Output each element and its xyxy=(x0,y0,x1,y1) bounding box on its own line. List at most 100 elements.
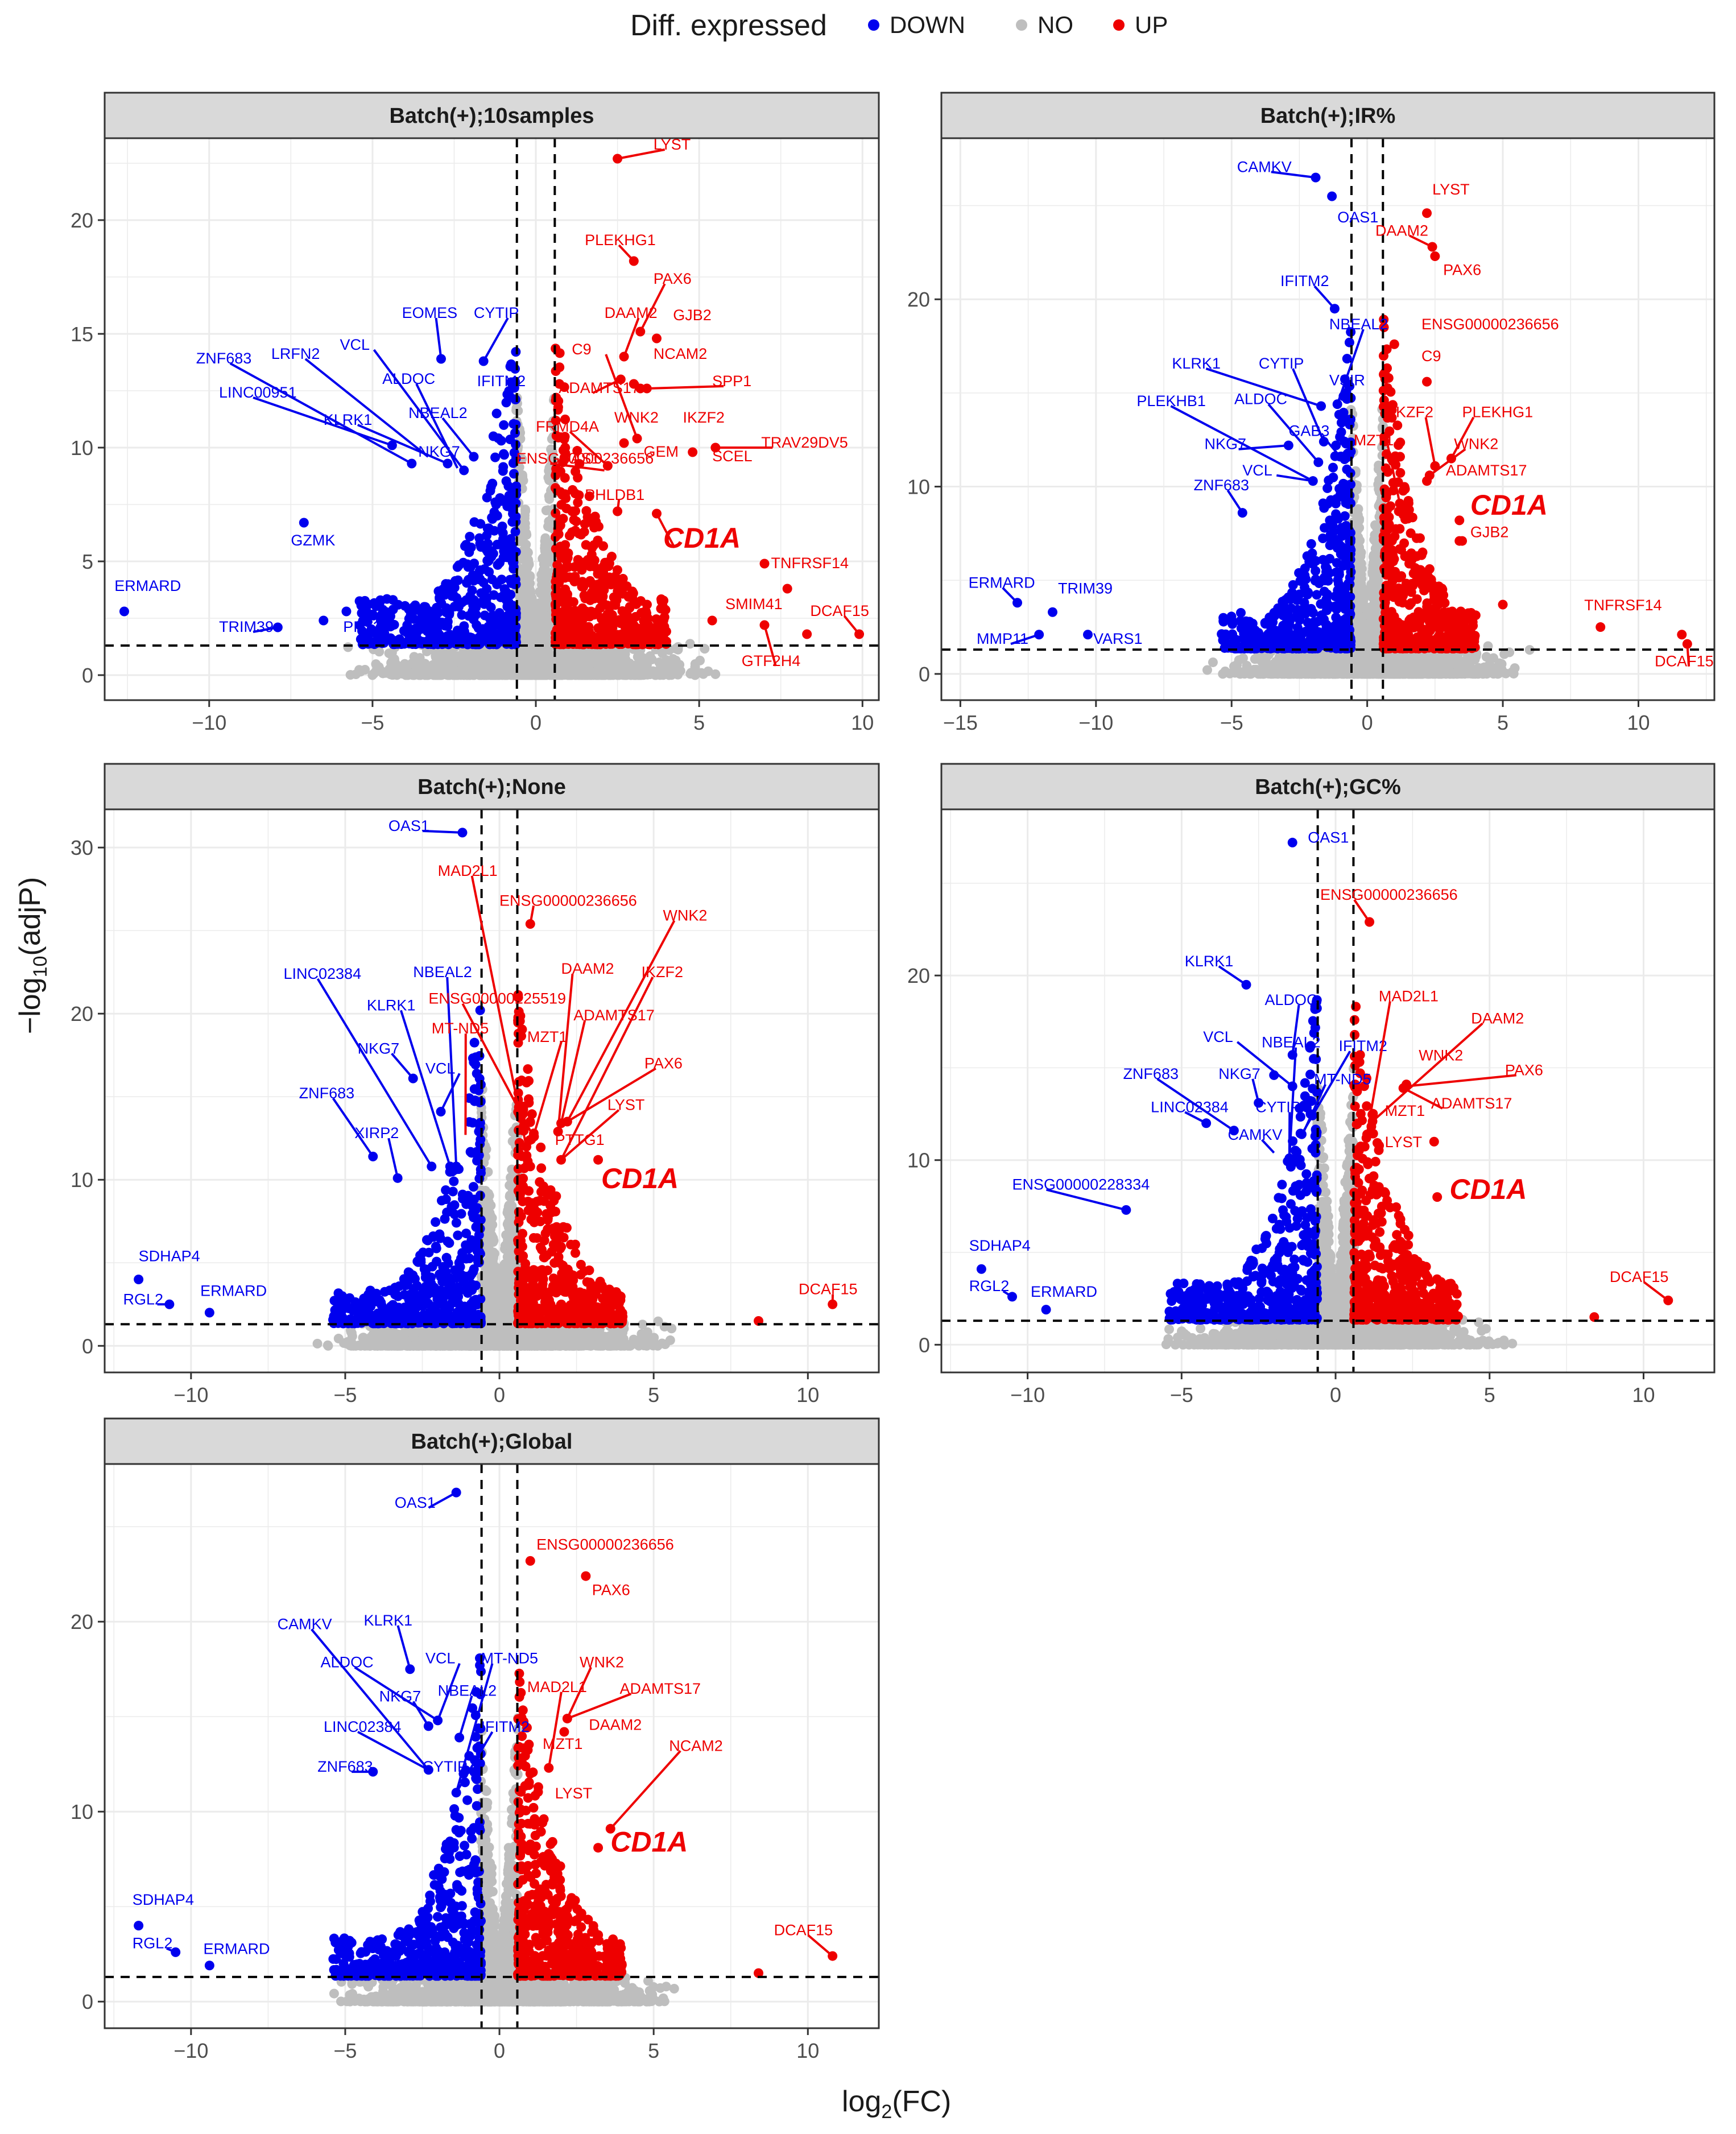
x-tick-label: −10 xyxy=(192,711,226,734)
point-ns xyxy=(477,660,487,671)
point-ns xyxy=(605,670,615,680)
point-ns xyxy=(1321,668,1332,679)
point-ns xyxy=(564,670,574,680)
point-down xyxy=(498,449,509,459)
point-down xyxy=(499,546,509,556)
point-ns xyxy=(572,669,582,680)
point-down xyxy=(501,595,511,605)
point-down xyxy=(497,574,507,585)
point-ns xyxy=(1423,654,1433,664)
point-ns xyxy=(1353,544,1363,555)
point-up xyxy=(619,609,630,619)
gene-label: TNFRSF14 xyxy=(771,555,849,572)
gene-label: NCAM2 xyxy=(654,345,708,362)
point-ns xyxy=(1319,658,1329,668)
point-down xyxy=(357,639,367,650)
point-down xyxy=(465,531,475,541)
point-ns xyxy=(567,659,577,669)
point-down xyxy=(511,394,521,404)
point-ns xyxy=(544,650,554,660)
point-down xyxy=(498,495,509,506)
point-ns xyxy=(1364,666,1374,676)
point-ns xyxy=(541,629,551,639)
point-up xyxy=(579,527,589,537)
label-leader-line xyxy=(253,396,393,446)
point-up xyxy=(577,614,588,625)
point-down xyxy=(443,586,453,596)
point-down xyxy=(435,593,445,603)
point-down xyxy=(483,622,494,632)
point-ns xyxy=(390,669,400,680)
panel-strip xyxy=(104,92,880,139)
label-leader-line xyxy=(482,317,509,362)
point-up xyxy=(659,595,669,606)
point-ns xyxy=(1499,649,1510,659)
label-leader-line xyxy=(357,424,448,465)
point-down xyxy=(479,599,489,609)
point-ns xyxy=(639,666,650,676)
point-down xyxy=(457,610,467,620)
point-ns xyxy=(1405,669,1415,679)
point-ns xyxy=(635,655,646,665)
gene-label: SPP1 xyxy=(712,373,751,390)
point-up xyxy=(628,588,638,598)
point-ns xyxy=(710,669,721,679)
gene-label: ALDOC xyxy=(382,370,435,387)
gene-label: SCEL xyxy=(712,448,753,465)
label-leader-line xyxy=(623,317,640,357)
point-ns xyxy=(516,651,526,661)
point-up xyxy=(585,561,595,572)
point-ns xyxy=(654,657,664,668)
point-ns xyxy=(1395,661,1405,672)
point-ns xyxy=(1493,668,1503,679)
point-ns xyxy=(521,561,531,571)
point-ns xyxy=(420,659,430,669)
point-ns xyxy=(518,475,528,486)
point-down xyxy=(464,547,474,557)
point-up xyxy=(555,520,565,531)
point-up xyxy=(614,639,625,649)
label-leader-line xyxy=(647,385,724,390)
point-down xyxy=(453,575,463,585)
point-down xyxy=(458,638,469,648)
point-up xyxy=(577,581,587,592)
point-ns xyxy=(1208,657,1218,667)
point-ns xyxy=(1236,667,1246,677)
point-up xyxy=(560,584,571,594)
point-ns xyxy=(398,666,408,676)
point-ns xyxy=(1218,669,1228,679)
y-tick-label: 5 xyxy=(82,550,93,573)
y-tick-label: 10 xyxy=(71,436,93,460)
point-ns xyxy=(544,491,554,501)
label-leader-line xyxy=(435,317,443,359)
point-down xyxy=(482,523,493,534)
point-down xyxy=(490,452,501,462)
point-ns xyxy=(1460,669,1470,679)
point-ns xyxy=(518,581,528,592)
point-down xyxy=(420,602,431,612)
point-ns xyxy=(611,664,622,674)
y-tick-label: 15 xyxy=(71,322,93,346)
point-down xyxy=(412,605,422,615)
gene-label: VCL xyxy=(340,336,370,353)
point-down xyxy=(506,377,516,387)
point-up xyxy=(577,565,587,575)
point-down xyxy=(402,627,412,638)
point-ns xyxy=(1369,573,1379,583)
point-ns xyxy=(1497,659,1507,669)
point-down xyxy=(467,585,477,595)
gene-label: GZMK xyxy=(291,532,335,549)
point-ns xyxy=(1238,653,1248,663)
point-up xyxy=(602,600,612,610)
legend-title: Diff. expressed xyxy=(630,9,827,42)
point-ns xyxy=(1508,668,1519,679)
point-ns xyxy=(1354,660,1365,671)
point-down xyxy=(502,389,512,399)
point-down xyxy=(472,620,482,630)
y-tick-label: 20 xyxy=(71,209,93,232)
point-up xyxy=(648,635,659,646)
label-leader-line xyxy=(441,417,475,458)
point-ns xyxy=(675,665,685,676)
point-down xyxy=(356,601,366,611)
point-down xyxy=(501,586,511,597)
